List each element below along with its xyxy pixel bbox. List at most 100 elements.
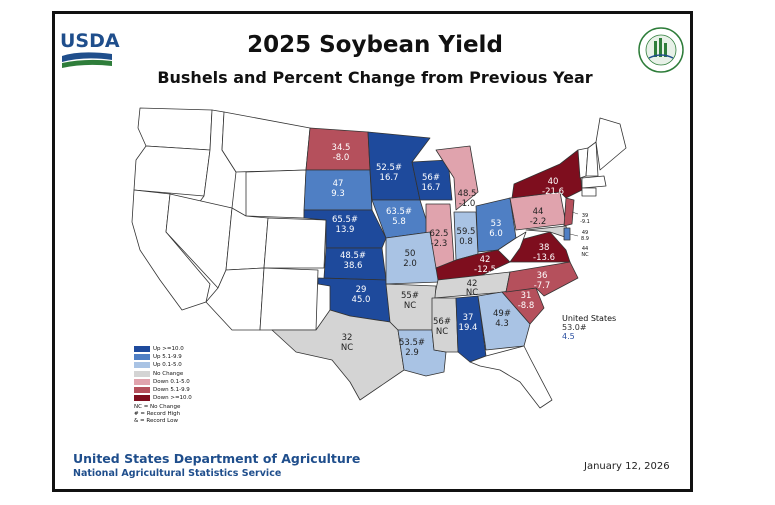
label-la-yield: 53.5# bbox=[399, 338, 425, 348]
label-il-change: -2.3 bbox=[431, 239, 448, 249]
state-nj bbox=[563, 197, 575, 227]
label-nj: 39 -9.1 bbox=[577, 213, 593, 225]
label-tn-yield: 42 bbox=[467, 279, 478, 289]
legend-swatch bbox=[134, 370, 150, 377]
label-ne-change: 13.9 bbox=[336, 225, 355, 235]
footer-service: National Agricultural Statistics Service bbox=[73, 468, 282, 479]
legend-note: NC = No Change bbox=[134, 404, 181, 411]
legend-swatch bbox=[134, 362, 150, 369]
label-ms-change: NC bbox=[436, 327, 448, 337]
us-total-label: United States bbox=[562, 314, 617, 323]
legend-label: Down 5.1-9.9 bbox=[153, 387, 190, 394]
label-de: 49 8.9 bbox=[577, 230, 593, 242]
label-sd-change: 9.3 bbox=[331, 189, 345, 199]
label-md: 44 NC bbox=[577, 246, 593, 258]
label-md-yield: 44 bbox=[581, 246, 589, 252]
legend: Up >=10.0 Up 5.1-9.9 Up 0.1-5.0 No Change Do… bbox=[134, 345, 192, 425]
label-al-change: 19.4 bbox=[459, 323, 478, 333]
state-de bbox=[563, 227, 571, 241]
label-tx-change: NC bbox=[341, 343, 353, 353]
legend-item: Down 5.1-9.9 bbox=[134, 386, 192, 394]
usda-logo-text: USDA bbox=[60, 30, 120, 52]
label-ia-yield: 63.5# bbox=[386, 207, 412, 217]
legend-item: Up 5.1-9.9 bbox=[134, 353, 192, 361]
label-pa-yield: 44 bbox=[533, 207, 544, 217]
label-ar-yield: 55# bbox=[401, 291, 419, 301]
state-mi bbox=[435, 145, 479, 211]
state-mt bbox=[221, 111, 311, 173]
us-total-yield: 53.0# bbox=[562, 323, 587, 332]
footer-date: January 12, 2026 bbox=[584, 461, 670, 472]
label-mn-change: 16.7 bbox=[380, 173, 399, 183]
state-ma bbox=[581, 175, 607, 189]
usda-logo-graphic bbox=[62, 52, 112, 68]
label-nj-yield: 39 bbox=[581, 213, 589, 219]
label-in-yield: 59.5 bbox=[457, 227, 476, 237]
label-pa-change: -2.2 bbox=[530, 217, 547, 227]
label-wi-change: 16.7 bbox=[422, 183, 441, 193]
state-or bbox=[133, 145, 211, 197]
footer-department: United States Department of Agriculture bbox=[73, 451, 361, 466]
legend-item: No Change bbox=[134, 370, 192, 378]
label-nc-change: -7.7 bbox=[534, 281, 551, 291]
agriculture-counts-seal bbox=[637, 26, 685, 74]
label-ks-change: 38.6 bbox=[344, 261, 363, 271]
label-ga-yield: 49# bbox=[493, 309, 511, 319]
legend-swatch bbox=[134, 378, 150, 385]
label-sd-yield: 47 bbox=[333, 179, 344, 189]
label-in-change: 0.8 bbox=[459, 237, 473, 247]
us-total: United States 53.0# 4.5 bbox=[562, 314, 616, 341]
state-co bbox=[263, 217, 327, 269]
state-wi bbox=[411, 159, 453, 201]
label-nc-yield: 36 bbox=[537, 271, 548, 281]
legend-label: Up 5.1-9.9 bbox=[153, 354, 182, 361]
legend-label: Down >=10.0 bbox=[153, 395, 192, 402]
legend-notes: NC = No Change # = Record High & = Recor… bbox=[134, 404, 192, 425]
label-tn-change: NC bbox=[466, 288, 478, 298]
label-sc-change: -8.8 bbox=[518, 301, 535, 311]
label-tx-yield: 32 bbox=[342, 333, 353, 343]
label-mi-yield: 48.5 bbox=[458, 189, 477, 199]
legend-label: Up >=10.0 bbox=[153, 346, 184, 353]
state-wv bbox=[497, 231, 527, 263]
usda-logo: USDA bbox=[60, 30, 120, 72]
label-de-yield: 49 bbox=[581, 230, 589, 236]
label-la-change: 2.9 bbox=[405, 348, 419, 358]
legend-swatch bbox=[134, 387, 150, 394]
state-wy bbox=[245, 169, 307, 219]
label-mi-change: -1.0 bbox=[459, 199, 476, 209]
state-me bbox=[595, 117, 627, 171]
label-wi-yield: 56# bbox=[422, 173, 440, 183]
state-nm bbox=[259, 267, 319, 331]
label-mo-yield: 50 bbox=[405, 249, 416, 259]
state-wa bbox=[137, 107, 213, 151]
legend-item: Down >=10.0 bbox=[134, 394, 192, 402]
label-nj-change: -9.1 bbox=[580, 218, 590, 225]
label-al-yield: 37 bbox=[463, 313, 474, 323]
state-nc bbox=[505, 261, 579, 297]
legend-swatch bbox=[134, 354, 150, 361]
label-md-change: NC bbox=[581, 251, 589, 258]
legend-swatch bbox=[134, 346, 150, 353]
label-ny-change: -21.6 bbox=[542, 187, 564, 197]
label-ny-yield: 40 bbox=[548, 177, 559, 187]
label-de-change: 8.9 bbox=[581, 235, 589, 242]
legend-label: Down 0.1-5.0 bbox=[153, 378, 190, 385]
state-ct bbox=[581, 187, 597, 197]
label-il-yield: 62.5 bbox=[430, 229, 449, 239]
label-oh-yield: 53 bbox=[491, 219, 502, 229]
label-nd-yield: 34.5 bbox=[332, 143, 351, 153]
legend-item: Up >=10.0 bbox=[134, 345, 192, 353]
label-ar-change: NC bbox=[404, 301, 416, 311]
state-ny bbox=[511, 149, 583, 199]
label-sc-yield: 31 bbox=[521, 291, 532, 301]
label-ky-yield: 42 bbox=[480, 255, 491, 265]
label-va-change: -13.6 bbox=[533, 253, 555, 263]
state-fl bbox=[469, 345, 553, 409]
us-total-change: 4.5 bbox=[562, 332, 575, 341]
label-ok-yield: 29 bbox=[356, 285, 367, 295]
legend-label: Up 0.1-5.0 bbox=[153, 362, 182, 369]
legend-item: Down 0.1-5.0 bbox=[134, 378, 192, 386]
page-subtitle: Bushels and Percent Change from Previous… bbox=[157, 68, 593, 87]
